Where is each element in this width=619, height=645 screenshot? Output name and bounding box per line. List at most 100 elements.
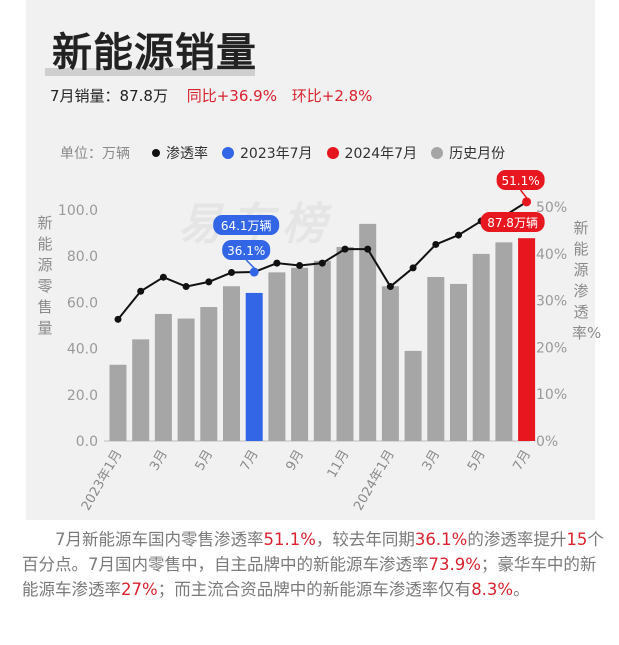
y2-tick-label: 20% — [536, 340, 567, 356]
highlight-value: 36.1% — [414, 530, 468, 549]
legend-label-2024-07: 2024年7月 — [344, 146, 418, 162]
bar-history — [359, 223, 377, 441]
bar-history — [381, 286, 399, 441]
bar-history — [404, 350, 422, 441]
bar-2024-07 — [518, 238, 536, 441]
legend-label-history: 历史月份 — [449, 146, 506, 162]
rate-point — [114, 315, 122, 323]
y2-tick-label: 10% — [536, 387, 567, 403]
callout-2024-value-bg — [480, 212, 545, 232]
y-tick-label: 20.0 — [67, 388, 98, 404]
y2-tick-label: 0% — [536, 434, 558, 450]
unit-label: 单位：万辆 — [60, 146, 130, 162]
callout-2023-rate-bg — [222, 240, 271, 260]
x-tick-label: 5月 — [465, 448, 489, 474]
bar-history — [154, 313, 172, 441]
left-axis-title: 新能源零售量 — [37, 214, 53, 337]
highlight-value: 27% — [121, 580, 158, 599]
july-sales-text: 7月销量：87.8万 — [50, 87, 168, 105]
bar-history — [450, 283, 467, 441]
rate-point — [273, 259, 281, 267]
bar-history — [200, 307, 218, 441]
legend-item-history: 历史月份 — [431, 143, 505, 163]
rate-point — [409, 264, 417, 272]
mom-text: 环比+2.8% — [291, 87, 373, 105]
rate-point — [182, 283, 190, 291]
description-text: 7月新能源车国内零售渗透率 — [55, 530, 264, 549]
bar-history — [268, 272, 286, 441]
description-text: ；豪华车中的新能源车渗透率 — [22, 555, 597, 599]
page-title: 新能源销量 — [52, 30, 257, 76]
rate-point-2023-07 — [249, 267, 259, 277]
y2-tick-label: 50% — [536, 200, 567, 216]
callout-2023-value: 64.1万辆 — [221, 219, 272, 233]
rate-point — [455, 231, 462, 239]
callout-2023-value-bg — [213, 215, 280, 235]
description-text: ；而主流合资品牌中的新能源车渗透率仅有 — [157, 580, 472, 599]
bar-history — [109, 364, 127, 441]
y-tick-label: 60.0 — [67, 295, 98, 311]
bar-history — [336, 246, 354, 441]
x-tick-label: 2023年1月 — [79, 448, 126, 514]
legend-circle-icon — [326, 147, 339, 159]
rate-point — [159, 273, 167, 281]
yoy-text: 同比+36.9% — [186, 87, 277, 105]
y-tick-label: 100.0 — [58, 203, 98, 219]
y-tick-label: 40.0 — [67, 342, 98, 358]
y2-tick-label: 30% — [536, 294, 567, 310]
bar-history — [291, 267, 309, 441]
rate-point — [137, 287, 145, 295]
rate-point — [386, 283, 394, 291]
highlight-value: 15 — [566, 530, 588, 549]
title-underline — [45, 68, 255, 76]
description-text: 个百分点。7月国内零售中，自主品牌中的新能源车渗透率 — [22, 530, 604, 574]
bar-history — [313, 260, 331, 441]
bar-history — [472, 253, 490, 441]
legend-dot-icon — [152, 149, 160, 157]
chart-area: 0.0 20.0 40.0 60.0 80.0 100.0 0% 10% 20% 30% 40% 50… — [58, 170, 567, 514]
bar-history — [177, 318, 195, 441]
rate-point — [228, 269, 235, 277]
rate-point — [341, 245, 349, 253]
legend-label-2023-07: 2023年7月 — [240, 146, 313, 162]
rate-point — [205, 278, 213, 286]
bar-2023-07 — [245, 292, 263, 441]
callout-2024-pointer — [520, 189, 528, 199]
description-paragraph: 7月新能源车国内零售渗透率51.1%，较去年同期36.1%的渗透率提升15个百分… — [22, 527, 607, 602]
description-text: ，较去年同期 — [315, 530, 415, 549]
highlight-value: 8.3% — [471, 580, 514, 599]
y2-tick-label: 40% — [536, 247, 567, 263]
legend-circle-icon — [222, 147, 234, 159]
x-tick-label: 9月 — [283, 448, 307, 474]
x-tick-label: 5月 — [193, 448, 217, 474]
legend-item-2023-07: 2023年7月 — [222, 143, 313, 163]
x-tick-label: 7月 — [238, 448, 262, 474]
legend-label-rate: 渗透率 — [166, 146, 208, 162]
rate-point — [364, 245, 372, 253]
chart-legend: 单位：万辆 渗透率 2023年7月 2024年7月 历史月份 — [60, 143, 519, 163]
x-tick-label: 2024年1月 — [351, 448, 398, 514]
callout-2024-value: 87.8万辆 — [487, 216, 538, 230]
legend-item-2024-07: 2024年7月 — [326, 143, 418, 163]
bar-history — [132, 339, 150, 441]
x-tick-label: 7月 — [510, 448, 534, 474]
summary-line: 7月销量：87.8万 同比+36.9% 环比+2.8% — [50, 85, 372, 106]
rate-point — [318, 259, 326, 267]
callout-2024-rate-bg — [496, 170, 545, 190]
bar-history — [223, 286, 240, 441]
highlight-value: 51.1% — [263, 530, 316, 549]
bar-history — [495, 242, 513, 441]
callout-2023-pointer — [245, 259, 255, 269]
description-text: 的渗透率提升 — [467, 530, 567, 549]
x-tick-label: 11月 — [325, 448, 353, 481]
callout-2024-rate: 51.1% — [502, 174, 540, 188]
legend-item-rate: 渗透率 — [152, 143, 208, 163]
bar-history — [427, 276, 445, 441]
rate-point — [296, 262, 304, 269]
description-text: 。 — [513, 580, 530, 599]
rate-point — [432, 240, 440, 248]
legend-circle-icon — [431, 147, 444, 159]
callout-2023-rate: 36.1% — [227, 244, 265, 258]
y-tick-label: 80.0 — [67, 249, 98, 265]
